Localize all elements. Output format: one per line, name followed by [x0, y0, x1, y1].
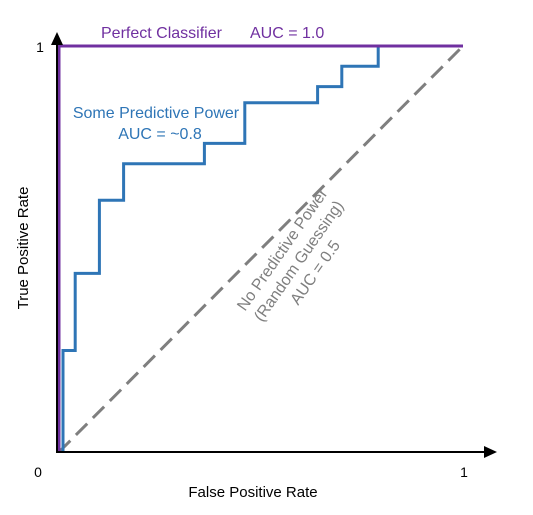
y-max-tick-label: 1 — [36, 39, 44, 55]
series-layer — [57, 44, 465, 454]
x-axis-title: False Positive Rate — [188, 484, 317, 501]
y-axis-arrowhead — [51, 32, 63, 45]
perfect-classifier-label: Perfect Classifier — [101, 25, 223, 42]
origin-tick-label: 0 — [34, 464, 42, 480]
perfect-series-line — [57, 44, 463, 452]
some-series-line — [61, 44, 463, 452]
x-axis-arrowhead — [484, 446, 497, 458]
some-power-label: Some Predictive Power — [73, 105, 240, 122]
y-axis-title: True Positive Rate — [15, 187, 32, 310]
some-power-auc: AUC = ~0.8 — [118, 126, 202, 143]
perfect-classifier-auc: AUC = 1.0 — [250, 25, 324, 42]
x-max-tick-label: 1 — [460, 464, 468, 480]
random-guessing-annotation: No Predictive Power (Random Guessing) AU… — [234, 185, 347, 325]
